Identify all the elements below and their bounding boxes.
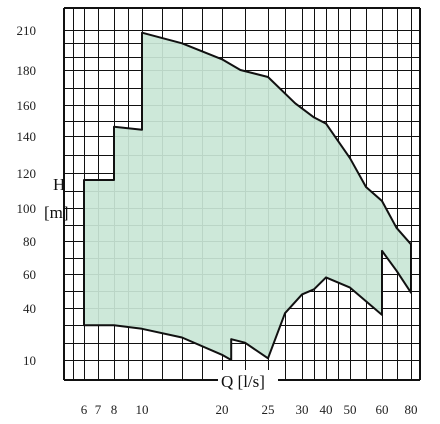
- x-tick-label: 25: [262, 402, 275, 417]
- x-tick-label: 80: [405, 402, 418, 417]
- y-tick-labels: 210 180 160 140 120 100 80 60 40 10: [17, 23, 37, 368]
- y-tick-label: 80: [23, 234, 36, 249]
- x-tick-labels: 6 7 8 10 20 25 30 40 50 60 80: [81, 402, 418, 417]
- x-axis-label: Q [l/s]: [221, 372, 265, 391]
- y-tick-label: 160: [17, 98, 37, 113]
- x-tick-label: 20: [216, 402, 229, 417]
- y-axis-label-symbol: H: [53, 175, 65, 194]
- x-tick-label: 50: [344, 402, 357, 417]
- operating-range-area: [83, 31, 412, 361]
- y-tick-label: 140: [17, 129, 37, 144]
- y-tick-label: 180: [17, 63, 37, 78]
- y-tick-label: 210: [17, 23, 37, 38]
- y-tick-label: 120: [17, 166, 37, 181]
- x-tick-label: 8: [111, 402, 118, 417]
- x-axis-label-background: [218, 370, 278, 390]
- y-tick-label: 10: [23, 353, 36, 368]
- x-tick-label: 30: [296, 402, 309, 417]
- x-tick-label: 10: [136, 402, 149, 417]
- x-tick-label: 40: [320, 402, 333, 417]
- y-tick-label: 40: [23, 301, 36, 316]
- y-axis-label-unit: [m]: [44, 203, 69, 222]
- x-tick-label: 7: [95, 402, 102, 417]
- x-tick-label: 6: [81, 402, 88, 417]
- y-tick-label: 60: [23, 267, 36, 282]
- operating-envelope-layer: [83, 31, 412, 361]
- y-tick-label: 100: [17, 201, 37, 216]
- x-tick-label: 60: [376, 402, 389, 417]
